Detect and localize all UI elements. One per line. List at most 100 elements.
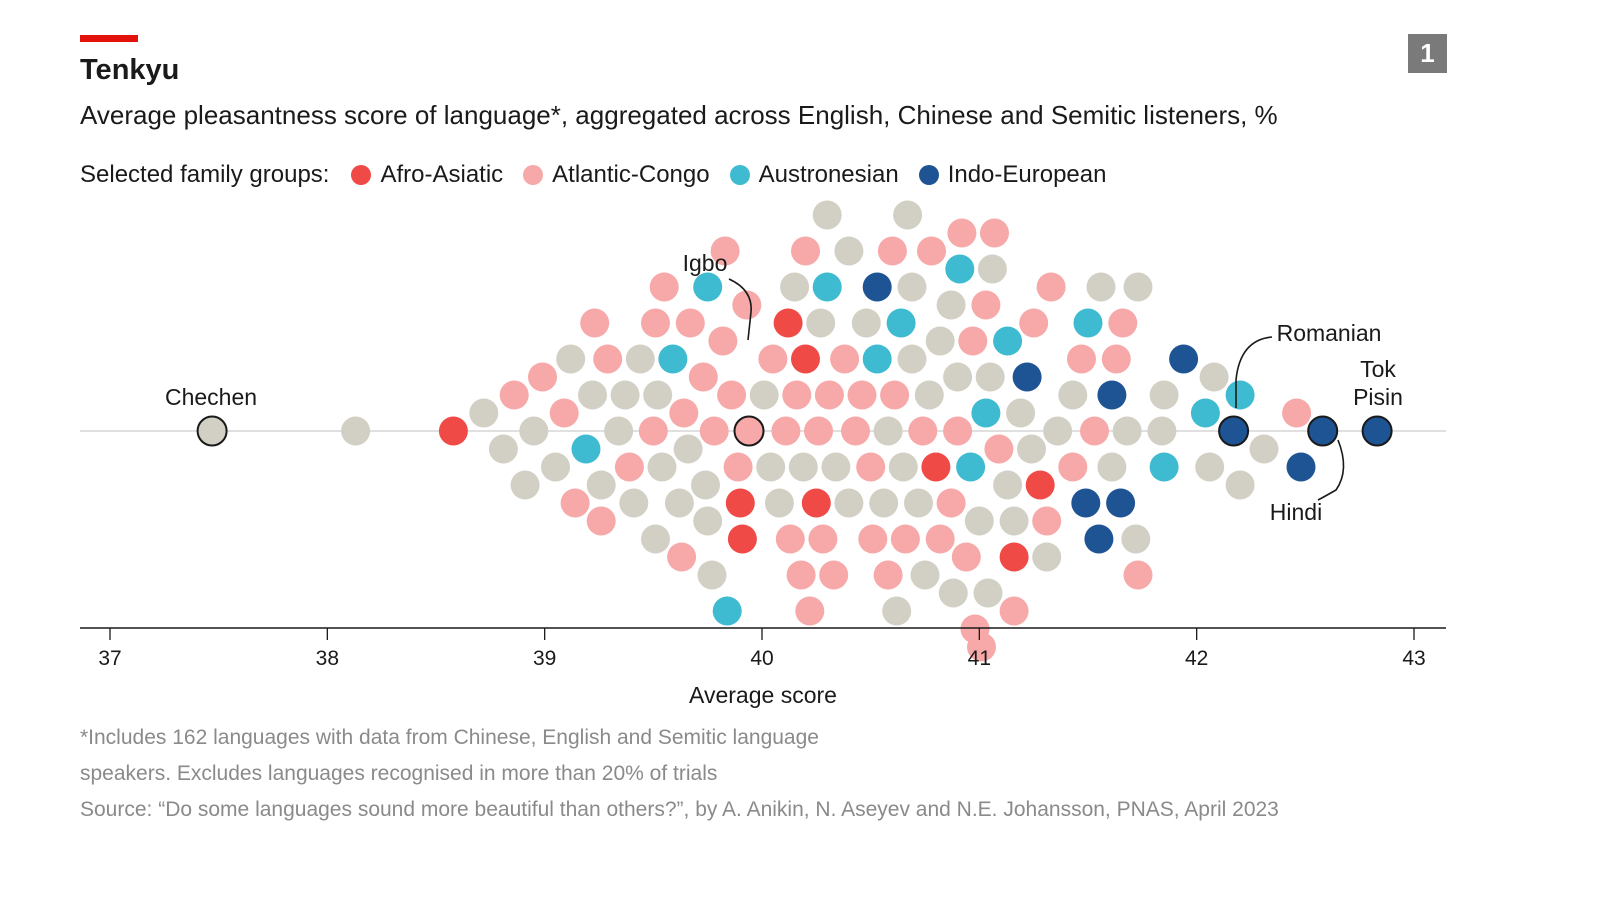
dot-other	[578, 380, 607, 410]
legend-swatch-austronesian	[729, 165, 750, 185]
dot-other	[1121, 524, 1151, 554]
dot-atlantic-congo	[951, 542, 981, 572]
dot-atlantic-congo	[758, 344, 788, 374]
dot-other	[647, 452, 677, 482]
dot-atlantic-congo	[688, 362, 718, 392]
dot-atlantic-congo	[710, 236, 740, 266]
footnote-line-1: *Includes 162 languages with data from C…	[80, 726, 819, 749]
dot-other	[693, 506, 723, 536]
chart-number-badge: 1	[1408, 34, 1447, 73]
dot-atlantic-congo	[1058, 452, 1088, 482]
dot-afro-asiatic	[725, 488, 755, 518]
dot-other	[341, 416, 371, 446]
dot-other	[977, 254, 1007, 284]
dot-indo-european	[1012, 362, 1042, 392]
dot-other	[641, 524, 670, 554]
dot-atlantic-congo	[795, 596, 825, 626]
dot-atlantic-congo	[593, 344, 623, 374]
dot-other	[604, 416, 634, 446]
dot-afro-asiatic	[999, 542, 1029, 572]
x-axis-ticks: 37 38 39 40 41 42 43	[98, 628, 1426, 670]
dot-other	[869, 488, 899, 518]
dot-atlantic-congo	[1101, 344, 1131, 374]
dot-atlantic-congo	[499, 380, 529, 410]
legend-item-indo-european: Indo-European	[918, 161, 1106, 189]
dot-atlantic-congo	[877, 236, 907, 266]
dot-austronesian	[712, 596, 742, 626]
dot-igbo	[733, 415, 765, 447]
x-tick-label: 38	[316, 647, 339, 670]
dot-atlantic-congo	[873, 560, 903, 590]
dot-other	[1123, 272, 1153, 302]
dot-other	[943, 362, 973, 392]
dot-atlantic-congo	[967, 632, 996, 662]
dot-other	[1149, 380, 1179, 410]
dot-atlantic-congo	[732, 290, 762, 320]
annotation-tok-pisin-line1: Tok	[1360, 356, 1396, 382]
dot-other	[882, 596, 912, 626]
dot-indo-european	[1084, 524, 1114, 554]
x-tick-label: 40	[750, 647, 773, 670]
dot-austronesian	[886, 308, 916, 338]
dot-austronesian	[862, 344, 892, 374]
x-tick-label: 39	[533, 647, 556, 670]
dot-other	[834, 488, 864, 518]
dot-other	[910, 560, 940, 590]
dot-austronesian	[812, 272, 842, 302]
dot-afro-asiatic	[801, 488, 831, 518]
dot-atlantic-congo	[999, 596, 1029, 626]
dot-other	[975, 362, 1005, 392]
dot-afro-asiatic	[921, 452, 951, 482]
dot-afro-asiatic	[727, 524, 757, 554]
dot-austronesian	[993, 326, 1023, 356]
legend-item-atlantic-congo: Atlantic-Congo	[523, 161, 710, 189]
chart-title: Tenkyu	[80, 54, 180, 86]
dot-atlantic-congo	[1108, 308, 1138, 338]
dot-other	[821, 452, 851, 482]
dot-austronesian	[945, 254, 975, 284]
dot-atlantic-congo	[528, 362, 557, 392]
legend-swatch-afro-asiatic	[351, 165, 372, 185]
dot-atlantic-congo	[675, 308, 705, 338]
dot-atlantic-congo	[560, 488, 590, 518]
dot-atlantic-congo	[856, 452, 886, 482]
dot-atlantic-congo	[771, 416, 801, 446]
dot-other	[938, 578, 968, 608]
dot-other	[851, 308, 881, 338]
dot-other	[993, 470, 1023, 500]
dot-austronesian	[658, 344, 688, 374]
dot-other	[1058, 380, 1088, 410]
legend-item-austronesian: Austronesian	[729, 161, 899, 189]
romanian-leader-line	[1235, 336, 1273, 408]
legend-label-austronesian: Austronesian	[758, 161, 899, 188]
dot-afro-asiatic	[438, 416, 468, 446]
annotation-igbo: Igbo	[683, 250, 728, 276]
dot-afro-asiatic	[791, 344, 820, 374]
dot-atlantic-congo	[1123, 560, 1153, 590]
dot-atlantic-congo	[808, 524, 838, 554]
dot-afro-asiatic	[1025, 470, 1055, 500]
annotation-romanian: Romanian	[1277, 320, 1382, 346]
dot-atlantic-congo	[782, 380, 812, 410]
dot-austronesian	[1190, 398, 1220, 428]
x-axis-label: Average score	[689, 682, 837, 708]
dot-other	[556, 344, 586, 374]
dot-other	[469, 398, 499, 428]
dot-atlantic-congo	[947, 218, 977, 248]
dot-atlantic-congo	[549, 398, 579, 428]
dot-austronesian	[971, 398, 1001, 428]
dot-other	[1043, 416, 1073, 446]
dot-austronesian	[956, 452, 986, 482]
dot-other	[806, 308, 836, 338]
dot-atlantic-congo	[980, 218, 1009, 248]
dot-atlantic-congo	[1067, 344, 1096, 374]
dot-atlantic-congo	[638, 416, 668, 446]
igbo-leader-line	[728, 278, 752, 341]
dot-other	[619, 488, 649, 518]
dot-other	[1199, 362, 1229, 392]
dot-austronesian	[1149, 452, 1179, 482]
dot-austronesian	[571, 434, 601, 464]
dot-atlantic-congo	[614, 452, 644, 482]
dot-other	[488, 434, 518, 464]
dot-atlantic-congo	[958, 326, 988, 356]
